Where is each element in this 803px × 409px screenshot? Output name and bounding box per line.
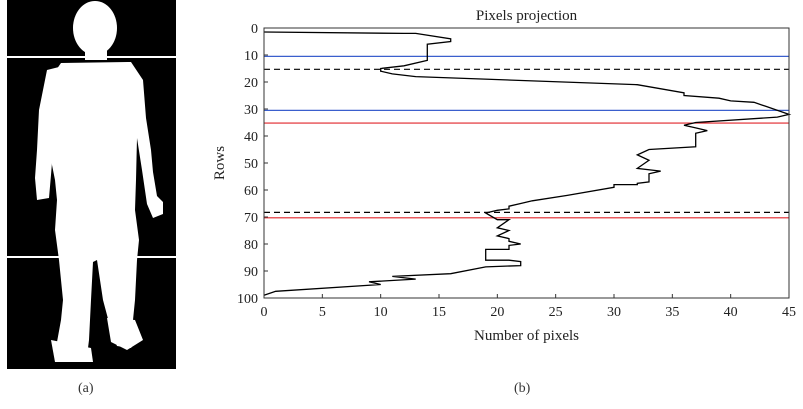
- projection-series-line-1: [263, 31, 792, 296]
- projection-chart: Pixels projection Rows Number of pixels …: [212, 8, 796, 344]
- x-tick-label: 35: [665, 305, 679, 320]
- chart-title: Pixels projection: [476, 8, 578, 24]
- y-tick-label: 70: [244, 211, 258, 226]
- y-tick-label: 50: [244, 157, 258, 172]
- marker-lines: [264, 55, 789, 219]
- y-tick-label: 100: [237, 292, 258, 307]
- series-group: [263, 31, 792, 296]
- x-tick-label: 40: [724, 305, 738, 320]
- y-axis-label: Rows: [212, 146, 228, 180]
- x-tick-label: 25: [549, 305, 563, 320]
- x-tick-label: 15: [432, 305, 446, 320]
- y-tick-label: 30: [244, 103, 258, 118]
- y-tick-label: 20: [244, 76, 258, 91]
- caption-a: (a): [78, 381, 94, 396]
- caption-b: (b): [514, 381, 531, 396]
- y-tick-label: 90: [244, 265, 258, 280]
- x-tick-label: 45: [782, 305, 796, 320]
- x-tick-label: 0: [261, 305, 268, 320]
- x-tick-label: 5: [319, 305, 326, 320]
- y-tick-label: 0: [251, 22, 258, 37]
- y-tick-label: 10: [244, 49, 258, 64]
- x-tick-label: 10: [374, 305, 388, 320]
- silhouette-figure: [7, 0, 176, 369]
- silhouette-image: [7, 0, 176, 369]
- y-ticks: 0 10 20 30 40 50 60 70 80 90 100: [237, 22, 268, 307]
- x-tick-label: 30: [607, 305, 621, 320]
- x-tick-label: 20: [490, 305, 504, 320]
- y-tick-label: 40: [244, 130, 258, 145]
- x-axis-label: Number of pixels: [474, 328, 579, 344]
- plot-frame: [263, 27, 790, 299]
- x-ticks: 0 5 10 15 20 25 30 35 40 45: [261, 294, 796, 320]
- y-tick-label: 60: [244, 184, 258, 199]
- y-tick-label: 80: [244, 238, 258, 253]
